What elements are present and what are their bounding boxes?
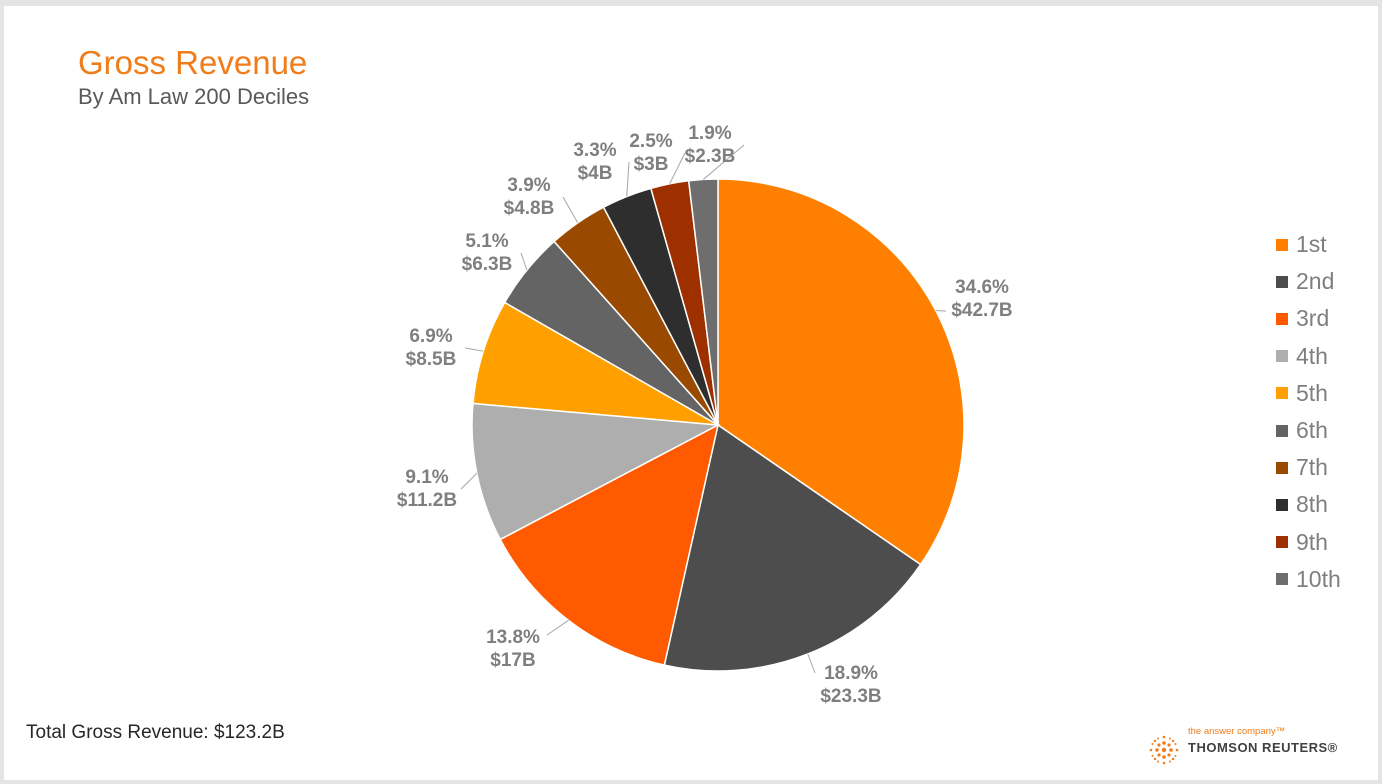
leader-line-9th: [669, 152, 686, 185]
data-label-value-10th: $2.3B: [685, 146, 736, 167]
data-label-value-6th: $6.3B: [462, 254, 513, 275]
legend-label: 3rd: [1296, 305, 1330, 332]
legend-label: 5th: [1296, 379, 1328, 406]
leader-line-5th: [464, 347, 484, 352]
legend-item-9th: 9th: [1276, 524, 1341, 561]
legend-swatch: [1276, 573, 1288, 586]
pie-slice-1st: [717, 178, 965, 566]
legend-item-2nd: 2nd: [1276, 263, 1341, 300]
legend-item-7th: 7th: [1276, 449, 1341, 486]
thomson-reuters-dots-icon: [1149, 735, 1179, 765]
legend-swatch: [1276, 498, 1288, 511]
legend-swatch: [1276, 350, 1288, 363]
leader-line-6th: [520, 252, 528, 271]
logo-brand: THOMSON REUTERS®: [1188, 740, 1338, 755]
data-label-percent-9th: 2.5%: [629, 131, 672, 152]
legend-label: 9th: [1296, 528, 1328, 555]
leader-line-7th: [562, 196, 579, 224]
legend-swatch: [1276, 312, 1288, 325]
legend-swatch: [1276, 461, 1288, 474]
leader-line-3rd: [546, 619, 569, 636]
logo-tagline: the answer company™: [1188, 726, 1286, 737]
legend-swatch: [1276, 238, 1288, 251]
legend-label: 10th: [1296, 565, 1341, 592]
data-label-value-2nd: $23.3B: [820, 686, 881, 707]
legend-label: 6th: [1296, 417, 1328, 444]
pie-slice-2nd: [663, 423, 922, 672]
data-label-percent-7th: 3.9%: [507, 175, 550, 196]
chart-subtitle: By Am Law 200 Deciles: [78, 84, 310, 109]
chart-legend: 1st 2nd 3rd 4th 5th 6th 7th 8th 9th 10th: [1276, 226, 1341, 598]
data-label-percent-5th: 6.9%: [409, 326, 452, 347]
data-label-value-4th: $11.2B: [397, 490, 457, 511]
legend-label: 8th: [1296, 491, 1328, 518]
data-label-percent-8th: 3.3%: [573, 140, 616, 161]
pie-slice-5th: [472, 301, 719, 426]
legend-item-6th: 6th: [1276, 412, 1341, 449]
legend-swatch: [1276, 275, 1288, 288]
legend-item-10th: 10th: [1276, 561, 1341, 598]
thomson-reuters-logo: the answer company™ THOMSON REUTERS®: [1148, 724, 1348, 768]
leader-line-8th: [626, 161, 630, 197]
legend-item-8th: 8th: [1276, 486, 1341, 523]
data-label-value-3rd: $17B: [490, 650, 535, 671]
legend-label: 4th: [1296, 342, 1328, 369]
legend-swatch: [1276, 536, 1288, 549]
legend-swatch: [1276, 387, 1288, 400]
data-label-percent-10th: 1.9%: [688, 123, 731, 144]
data-label-value-1st: $42.7B: [951, 300, 1012, 321]
pie-slice-3rd: [499, 423, 720, 666]
leader-line-10th: [703, 144, 745, 180]
data-label-value-7th: $4.8B: [504, 198, 555, 219]
legend-item-4th: 4th: [1276, 338, 1341, 375]
data-label-percent-2nd: 18.9%: [824, 663, 878, 684]
legend-item-5th: 5th: [1276, 375, 1341, 412]
data-label-percent-6th: 5.1%: [465, 231, 508, 252]
legend-label: 2nd: [1296, 268, 1335, 295]
leader-line-2nd: [807, 653, 816, 674]
legend-item-3rd: 3rd: [1276, 300, 1341, 337]
pie-slice-10th: [687, 178, 719, 426]
legend-label: 7th: [1296, 454, 1328, 481]
total-gross-revenue-note: Total Gross Revenue: $123.2B: [26, 722, 285, 743]
legend-item-1st: 1st: [1276, 226, 1341, 263]
data-label-value-5th: $8.5B: [406, 349, 457, 370]
data-label-value-9th: $3B: [634, 154, 669, 175]
data-label-percent-1st: 34.6%: [955, 277, 1009, 298]
legend-swatch: [1276, 424, 1288, 437]
pie-slice-4th: [471, 402, 721, 541]
data-label-percent-4th: 9.1%: [405, 467, 448, 488]
legend-label: 1st: [1296, 231, 1327, 258]
chart-title: Gross Revenue: [78, 44, 308, 81]
data-label-percent-3rd: 13.8%: [486, 627, 540, 648]
leader-line-4th: [460, 473, 478, 490]
data-label-value-8th: $4B: [578, 163, 613, 184]
